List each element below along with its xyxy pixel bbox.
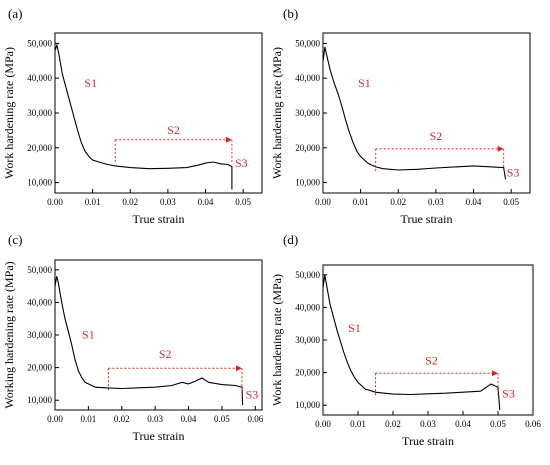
stage-arrow [107, 365, 243, 391]
x-axis-title: True strain [133, 212, 185, 226]
panel-label: (c) [8, 232, 22, 247]
series-line-1 [54, 276, 244, 406]
series-line-1 [322, 274, 501, 411]
y-tick-label: 30,000 [27, 108, 52, 118]
x-tick-label: 0.05 [490, 419, 506, 429]
x-tick-label: 0.02 [114, 414, 130, 424]
panel-label: (d) [283, 232, 298, 247]
x-tick-label: 0.06 [247, 414, 263, 424]
x-tick-label: 0.01 [81, 414, 97, 424]
x-tick-label: 0.03 [428, 197, 444, 207]
x-tick-label: 0.02 [390, 197, 406, 207]
x-tick-label: 0.00 [315, 197, 331, 207]
y-tick-label: 30,000 [27, 330, 52, 340]
y-tick-label: 50,000 [295, 38, 320, 48]
y-tick-label: 10,000 [27, 395, 52, 405]
x-tick-label: 0.04 [198, 197, 214, 207]
x-tick-label: 0.02 [122, 197, 138, 207]
x-tick-label: 0.00 [47, 197, 63, 207]
y-tick-label: 10,000 [295, 178, 320, 188]
stage-label-s3: S3 [507, 165, 520, 179]
x-axis-title: True strain [133, 429, 185, 443]
x-tick-label: 0.05 [214, 414, 230, 424]
stage-label-s1: S1 [82, 327, 95, 341]
y-axis-title: Work hardening rate (MPa) [270, 274, 284, 406]
x-tick-label: 0.04 [466, 197, 482, 207]
y-axis-title: Work hardening rate (MPa) [270, 47, 284, 179]
stage-label-s3: S3 [502, 387, 515, 401]
stage-label-s3: S3 [246, 388, 259, 402]
y-tick-label: 40,000 [295, 302, 320, 312]
stage-label-s2: S2 [425, 353, 438, 367]
y-tick-label: 50,000 [295, 270, 320, 280]
y-axis-title: Working hardening rate (MPa) [2, 261, 16, 408]
stage-label-s2: S2 [430, 129, 443, 143]
y-tick-label: 30,000 [295, 108, 320, 118]
x-axis-title: True strain [402, 434, 454, 448]
x-axis-title: True strain [401, 212, 453, 226]
x-tick-label: 0.04 [455, 419, 471, 429]
x-tick-label: 0.01 [85, 197, 101, 207]
stage-label-s2: S2 [159, 347, 172, 361]
y-tick-label: 20,000 [295, 368, 320, 378]
stage-arrow [375, 370, 499, 396]
x-tick-label: 0.02 [385, 419, 401, 429]
x-tick-label: 0.06 [525, 419, 541, 429]
y-tick-label: 50,000 [27, 265, 52, 275]
x-tick-label: 0.01 [350, 419, 366, 429]
x-tick-label: 0.04 [181, 414, 197, 424]
panel-label: (b) [283, 6, 298, 21]
stage-arrow [375, 145, 505, 171]
y-tick-label: 40,000 [27, 73, 52, 83]
stage-label-s2: S2 [167, 123, 180, 137]
y-tick-label: 10,000 [295, 400, 320, 410]
x-tick-label: 0.01 [353, 197, 369, 207]
stage-label-s3: S3 [235, 156, 248, 170]
chart-panel-1: 0.00 0.01 0.02 0.03 0.04 0.05 10,000 20,000 30,0… [2, 6, 263, 226]
y-tick-label: 40,000 [27, 297, 52, 307]
y-axis-title: Work hardening rate (MPa) [2, 47, 16, 179]
y-tick-label: 20,000 [27, 363, 52, 373]
x-tick-label: 0.00 [47, 414, 63, 424]
x-tick-label: 0.03 [160, 197, 176, 207]
chart-panel-4: 0.00 0.01 0.02 0.03 0.04 0.05 0.06 10,000 20,000… [270, 232, 541, 448]
chart-panel-2: 0.00 0.01 0.02 0.03 0.04 0.05 10,000 20,000 30,0… [270, 6, 531, 226]
series-line-1 [322, 46, 507, 180]
y-tick-label: 10,000 [27, 178, 52, 188]
x-tick-label: 0.05 [235, 197, 251, 207]
panel-label: (a) [8, 6, 22, 21]
y-tick-label: 40,000 [295, 73, 320, 83]
y-tick-label: 20,000 [27, 143, 52, 153]
x-tick-label: 0.05 [503, 197, 519, 207]
y-tick-label: 30,000 [295, 335, 320, 345]
stage-label-s1: S1 [84, 76, 97, 90]
x-tick-label: 0.03 [147, 414, 163, 424]
stage-arrow [114, 136, 233, 162]
stage-label-s1: S1 [348, 321, 361, 335]
y-tick-label: 50,000 [27, 38, 52, 48]
x-tick-label: 0.03 [420, 419, 436, 429]
x-tick-label: 0.00 [315, 419, 331, 429]
y-tick-label: 20,000 [295, 143, 320, 153]
series-line-1 [54, 43, 233, 190]
chart-panel-3: 0.00 0.01 0.02 0.03 0.04 0.05 0.06 10,000 20,000… [2, 232, 264, 443]
stage-label-s1: S1 [358, 76, 371, 90]
